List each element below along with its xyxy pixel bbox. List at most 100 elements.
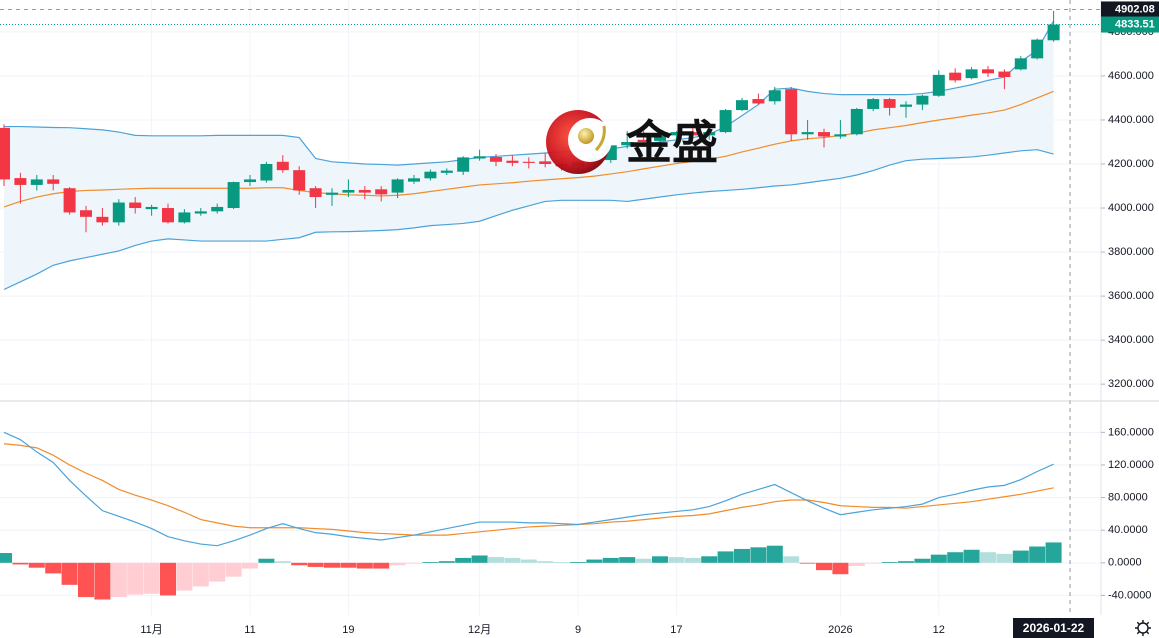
macd-histogram-bar xyxy=(373,562,390,569)
macd-histogram-bar xyxy=(766,545,783,563)
crosshair-date-label: 2026-01-22 xyxy=(1023,621,1085,635)
candle-body xyxy=(47,179,60,184)
macd-histogram-bar xyxy=(848,562,865,567)
candle-body xyxy=(506,160,519,163)
candle-body xyxy=(982,69,994,74)
y-tick-label: -40.0000 xyxy=(1108,589,1151,601)
candle-body xyxy=(965,69,978,79)
logo-swoosh xyxy=(594,125,606,152)
macd-histogram-bar xyxy=(668,557,685,563)
macd-histogram-bar xyxy=(258,558,275,563)
x-tick-label: 9 xyxy=(575,624,581,636)
macd-histogram-bar xyxy=(110,562,127,598)
gear-teeth xyxy=(1135,620,1151,636)
y-tick-label: 4200.000 xyxy=(1108,158,1154,170)
watermark-logo xyxy=(546,110,612,174)
candle-body xyxy=(850,108,863,135)
candle-body xyxy=(440,170,453,173)
macd-dea-line xyxy=(3,443,1054,536)
y-tick-label: 3400.000 xyxy=(1108,334,1154,346)
candle-body xyxy=(867,99,880,109)
macd-histogram-bar xyxy=(242,562,258,569)
candle-body xyxy=(900,104,912,107)
logo-coin xyxy=(578,128,594,144)
macd-histogram-bar xyxy=(406,562,422,564)
candle-body xyxy=(244,179,256,183)
crosshair-price-box xyxy=(1101,1,1159,18)
candle-body xyxy=(408,178,420,182)
macd-histogram-bar xyxy=(127,562,144,595)
macd-histogram-bar xyxy=(78,562,94,598)
candle-body xyxy=(621,141,634,146)
band-lower xyxy=(3,149,1054,291)
macd-histogram-bar xyxy=(816,562,832,571)
candle-body xyxy=(1014,58,1027,70)
candle-body xyxy=(424,171,437,179)
macd-histogram-bar xyxy=(192,562,209,587)
candle-body xyxy=(342,189,355,193)
macd-histogram-bar xyxy=(340,562,357,568)
candle-body xyxy=(96,216,109,223)
macd-histogram-bar xyxy=(537,561,554,563)
y-tick-label: 4400.000 xyxy=(1108,114,1154,126)
macd-histogram-bar xyxy=(291,562,308,566)
candle-body xyxy=(801,132,814,135)
macd-histogram-bar xyxy=(422,562,439,563)
macd-histogram-bar xyxy=(160,562,176,596)
candle-body xyxy=(63,188,76,213)
watermark-text: 金盛 xyxy=(625,116,718,170)
plot xyxy=(0,0,1101,615)
macd-histogram-bar xyxy=(389,562,406,566)
candle-body xyxy=(145,206,158,210)
macd-histogram-bar xyxy=(176,562,193,591)
macd-histogram-bar xyxy=(652,556,668,563)
candle-body xyxy=(260,164,273,181)
candle-body xyxy=(998,71,1011,78)
macd-histogram-bar xyxy=(930,554,947,563)
macd-histogram-bar xyxy=(914,558,931,563)
candle-body xyxy=(227,182,240,209)
macd-histogram-bar xyxy=(717,551,734,563)
macd-histogram-bar xyxy=(274,561,291,563)
macd-histogram-bar xyxy=(701,556,718,563)
macd-histogram-bar xyxy=(619,557,636,563)
crosshair-date-box xyxy=(1013,618,1094,638)
candle-body xyxy=(670,132,683,136)
candle-body xyxy=(276,161,289,171)
macd-histogram-bar xyxy=(455,557,472,563)
macd-histogram-bar xyxy=(602,557,619,563)
candle-body xyxy=(654,135,666,141)
candle-body xyxy=(686,132,699,136)
candle-body xyxy=(112,202,125,223)
candle-body xyxy=(162,208,174,223)
macd-histogram-bar xyxy=(963,549,980,563)
candle-body xyxy=(211,206,224,212)
candle-body xyxy=(1031,39,1044,59)
settings-icon[interactable] xyxy=(1135,620,1151,636)
crosshair-price-label: 4902.08 xyxy=(1115,3,1155,15)
macd-histogram-bar xyxy=(324,562,340,568)
candle-body xyxy=(916,95,929,105)
macd-histogram-bar xyxy=(799,562,816,564)
candle-body xyxy=(0,127,10,180)
macd-histogram-bar xyxy=(898,561,914,563)
candle-body xyxy=(326,192,338,195)
macd-histogram-bar xyxy=(438,561,455,563)
macd-histogram-bar xyxy=(947,552,964,563)
x-tick-label: 2026 xyxy=(828,624,852,636)
band-upper xyxy=(4,20,1055,166)
macd-histogram-bar xyxy=(356,562,373,569)
macd-histogram-bar xyxy=(520,559,537,563)
candle-body xyxy=(703,132,716,136)
candle-body xyxy=(539,161,552,165)
y-tick-label: 80.0000 xyxy=(1108,491,1148,503)
macd-histogram-bar xyxy=(1012,550,1029,563)
y-tick-label: 3200.000 xyxy=(1108,378,1154,390)
macd-histogram-bar xyxy=(45,562,62,574)
macd-histogram-bar xyxy=(980,552,996,563)
last-price-label: 4833.51 xyxy=(1115,18,1155,30)
macd-histogram-bar xyxy=(28,562,45,568)
macd-histogram-bar xyxy=(881,562,898,563)
macd-histogram-bar xyxy=(865,562,882,564)
